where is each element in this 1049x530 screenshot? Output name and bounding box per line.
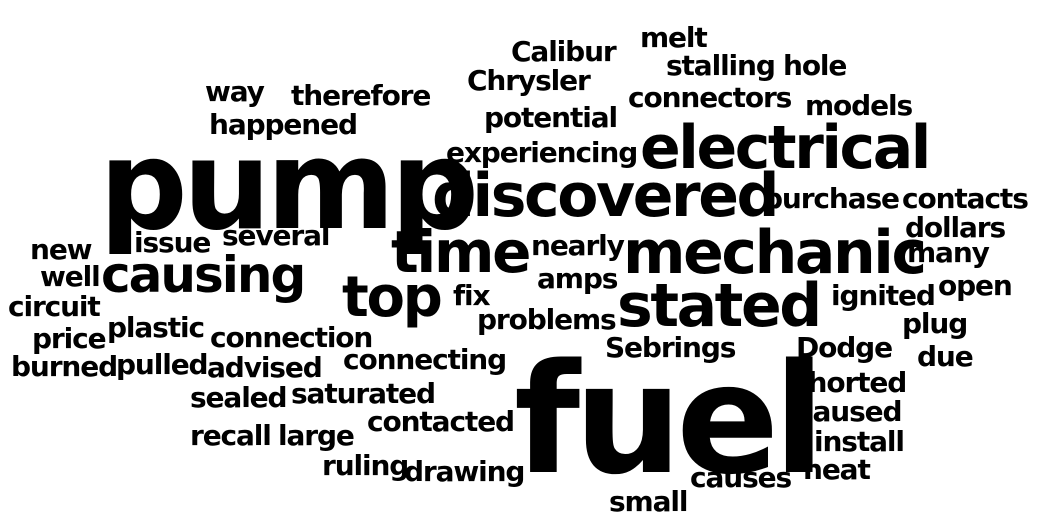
word-dodge: Dodge	[796, 331, 893, 364]
word-happened: happened	[209, 108, 358, 141]
word-several: several	[222, 219, 330, 252]
word-pulled: pulled	[116, 348, 209, 381]
word-calibur: Calibur	[511, 35, 617, 68]
word-causes: causes	[690, 461, 792, 494]
word-sebrings: Sebrings	[605, 331, 736, 364]
word-heat: heat	[803, 453, 871, 486]
word-experiencing: experiencing	[446, 136, 638, 169]
word-pump: pump	[99, 114, 479, 258]
word-burned: burned	[11, 350, 118, 383]
word-melt: melt	[640, 21, 708, 54]
word-sealed: sealed	[190, 381, 288, 414]
word-saturated: saturated	[291, 377, 436, 410]
word-plastic: plastic	[107, 311, 205, 344]
word-due: due	[917, 340, 974, 373]
word-models: models	[805, 89, 913, 122]
word-connecting: connecting	[343, 343, 507, 376]
word-stated: stated	[617, 271, 822, 341]
word-open: open	[938, 269, 1013, 302]
word-connection: connection	[210, 321, 373, 354]
word-contacts: contacts	[902, 182, 1029, 215]
word-top: top	[342, 265, 443, 330]
word-caused: caused	[797, 395, 903, 428]
word-large: large	[278, 419, 355, 452]
word-purchase: purchase	[763, 182, 900, 215]
word-price: price	[32, 322, 107, 355]
word-circuit: circuit	[8, 290, 101, 323]
word-small: small	[609, 485, 688, 518]
word-many: many	[907, 236, 990, 269]
word-problems: problems	[477, 303, 617, 336]
word-advised: advised	[207, 351, 323, 384]
word-hole: hole	[783, 49, 847, 82]
word-way: way	[205, 75, 265, 108]
word-nearly: nearly	[531, 229, 625, 262]
word-ruling: ruling	[322, 449, 409, 482]
word-chrysler: Chrysler	[467, 64, 591, 97]
word-new: new	[30, 233, 93, 266]
word-contacted: contacted	[367, 405, 515, 438]
word-amps: amps	[537, 262, 618, 295]
word-plug: plug	[902, 307, 968, 340]
word-electrical: electrical	[640, 113, 931, 183]
word-causing: causing	[101, 246, 306, 304]
word-dollars: dollars	[905, 211, 1006, 244]
word-shorted: shorted	[792, 366, 907, 399]
word-connectors: connectors	[628, 81, 792, 114]
word-install: install	[814, 425, 905, 458]
word-potential: potential	[484, 101, 618, 134]
word-fix: fix	[453, 279, 491, 312]
word-issue: issue	[134, 226, 211, 259]
word-drawing: drawing	[404, 455, 525, 488]
word-therefore: therefore	[291, 79, 431, 112]
word-well: well	[40, 260, 101, 293]
word-ignited: ignited	[831, 279, 936, 312]
word-recall: recall	[190, 419, 272, 452]
word-fuel: fuel	[514, 331, 825, 508]
word-mechanic: mechanic	[623, 218, 927, 288]
word-time: time	[391, 218, 531, 286]
word-discovered: discovered	[432, 161, 779, 231]
word-stalling: stalling	[666, 49, 776, 82]
